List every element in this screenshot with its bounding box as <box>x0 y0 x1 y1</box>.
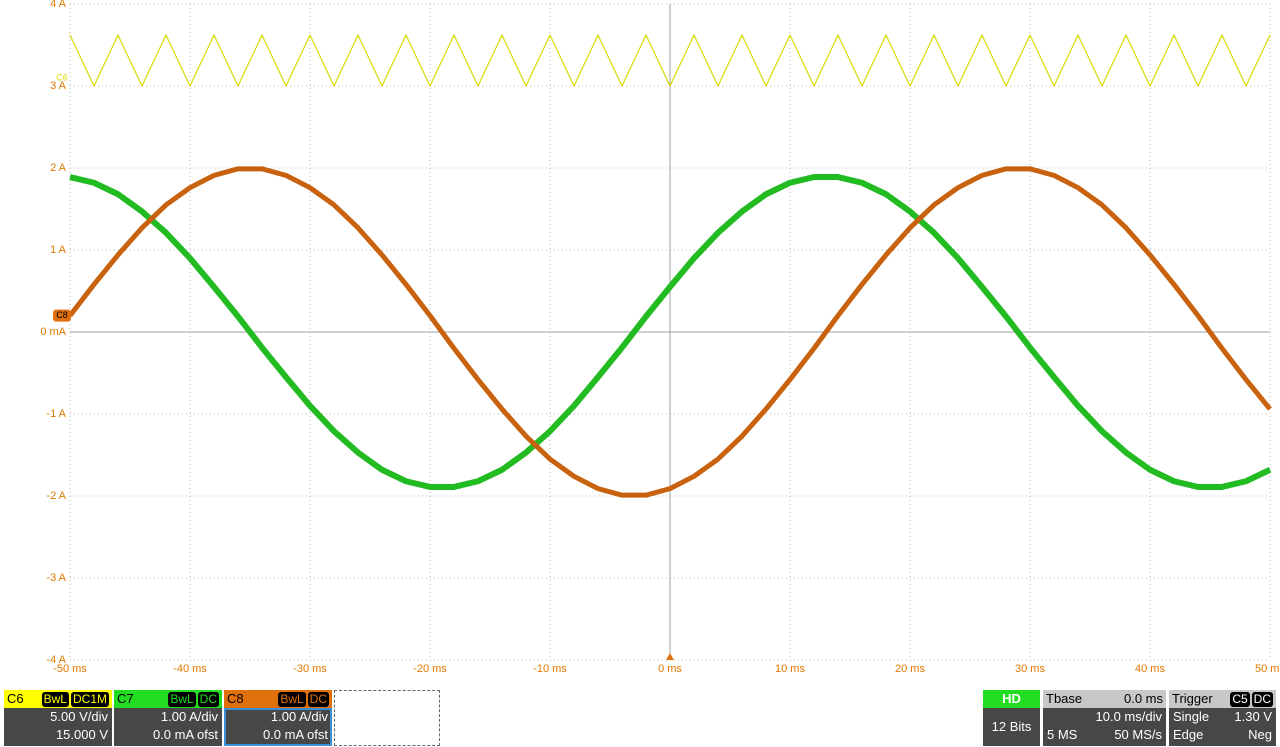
x-tick-label: 40 ms <box>1135 663 1165 675</box>
x-tick-label: 50 ms <box>1255 663 1280 675</box>
trace <box>68 166 1272 498</box>
channel-c8[interactable]: C8 BwL DC 1.00 A/div 0.0 mA ofst <box>224 690 332 746</box>
scale: 1.00 A/div <box>270 709 328 724</box>
slope: Neg <box>1248 727 1272 742</box>
trace <box>69 174 1272 490</box>
badge: C5 <box>1230 691 1250 707</box>
trigger-title: Trigger <box>1172 691 1213 706</box>
y-tick-label: 4 A <box>50 0 67 10</box>
scale: 1.00 A/div <box>160 709 218 724</box>
offset: 0.0 mA ofst <box>152 727 218 742</box>
x-tick-label: -30 ms <box>293 663 327 675</box>
scale: 5.00 V/div <box>50 709 108 724</box>
channel-name: C6 <box>7 691 24 706</box>
x-tick-label: -40 ms <box>173 663 207 675</box>
badge: DC1M <box>70 691 109 707</box>
channel-marker: C6 <box>56 72 68 82</box>
x-tick-label: 10 ms <box>775 663 805 675</box>
hd-box[interactable]: HD 12 Bits <box>983 690 1040 746</box>
channel-c6[interactable]: C6 BwL DC1M 5.00 V/div 15.000 V <box>4 690 112 746</box>
hd-title: HD <box>983 690 1040 708</box>
y-tick-label: 3 A <box>50 80 67 92</box>
x-tick-label: 20 ms <box>895 663 925 675</box>
delay: 0.0 ms <box>1123 691 1163 706</box>
timebase-box[interactable]: Tbase 0.0 ms 10.0 ms/div 5 MS 50 MS/s <box>1043 690 1166 746</box>
y-tick-label: 2 A <box>50 162 67 174</box>
empty-slot[interactable] <box>334 690 440 746</box>
channel-marker: C8 <box>56 310 68 320</box>
channel-marker-bg <box>53 309 71 322</box>
y-tick-label: 0 mA <box>40 326 66 338</box>
x-tick-label: 0 ms <box>658 663 682 675</box>
timebase-title: Tbase <box>1046 691 1083 706</box>
channel-name: C7 <box>117 691 134 706</box>
x-tick-label: -10 ms <box>533 663 567 675</box>
badge: BwL <box>168 691 196 707</box>
trigger-marker <box>666 653 674 660</box>
scale: 10.0 ms/div <box>1095 709 1162 724</box>
channel-name: C8 <box>227 691 244 706</box>
y-tick-label: -1 A <box>46 408 66 420</box>
badge: BwL <box>278 691 306 707</box>
badge: BwL <box>41 691 69 707</box>
badge: DC <box>307 691 329 707</box>
mode: Single <box>1173 709 1210 724</box>
chart: 4 A 3 A 2 A 1 A 0 mA -1 A -2 A -3 A -4 A-50 ms -4… <box>40 0 1280 675</box>
rate: 50 MS/s <box>1114 727 1162 742</box>
x-tick-label: -20 ms <box>413 663 447 675</box>
y-tick-label: -2 A <box>46 490 66 502</box>
channel-c7[interactable]: C7 BwL DC 1.00 A/div 0.0 mA ofst <box>114 690 222 746</box>
y-tick-label: 1 A <box>50 244 67 256</box>
points: 5 MS <box>1047 727 1078 742</box>
y-tick-label: -4 A <box>46 654 66 666</box>
level: 1.30 V <box>1234 709 1272 724</box>
offset: 15.000 V <box>55 727 108 742</box>
bits: 12 Bits <box>983 708 1040 746</box>
badge: DC <box>1251 691 1273 707</box>
badge: DC <box>197 691 219 707</box>
trigger-box[interactable]: Trigger C5 DC Single 1.30 V Edge Neg <box>1169 690 1276 746</box>
y-tick-label: -3 A <box>46 572 66 584</box>
type: Edge <box>1173 727 1204 742</box>
trace <box>69 34 1271 87</box>
offset: 0.0 mA ofst <box>262 727 328 742</box>
x-tick-label: 30 ms <box>1015 663 1045 675</box>
x-tick-label: -50 ms <box>53 663 87 675</box>
